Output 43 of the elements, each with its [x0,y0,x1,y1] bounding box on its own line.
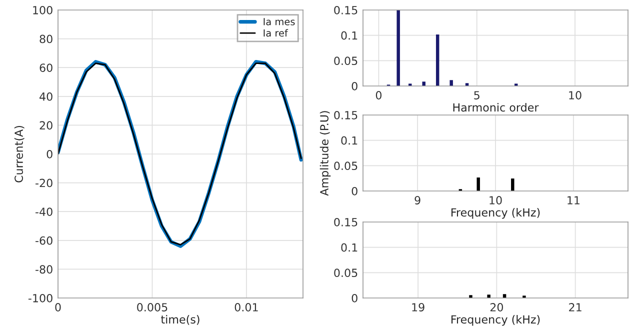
y-tick-label: 0 [352,186,358,196]
y-tick-label: 40 [40,92,52,101]
y-tick-label: -60 [36,236,52,245]
y-tick-label: 0.1 [341,136,358,145]
x-axis-title: time(s) [161,315,200,325]
x-tick-label: 9 [414,196,420,204]
x-axis-title: Frequency (kHz) [451,315,540,326]
y-tick-label: 0.05 [334,268,358,278]
y-tick-label: 100 [33,6,52,14]
x-tick-label: 0 [55,303,61,312]
y-tick-label: 0.15 [334,110,358,120]
y-tick-label: 60 [40,64,52,72]
y-tick-label: -40 [36,208,52,216]
x-axis-title: Frequency (kHz) [451,208,540,219]
y-tick-label: -100 [28,294,52,302]
y-tick-label: 0.05 [334,56,358,66]
legend-label: Ia ref [264,29,288,37]
y-axis-title: Amplitude (P.U) [320,111,331,196]
x-tick-label: 0.01 [234,303,258,312]
legend-label: Ia mes [264,18,295,26]
y-tick-label: 80 [40,34,52,44]
y-tick-label: 0.1 [341,243,358,252]
x-tick-label: 21 [569,303,582,312]
y-tick-label: 0.15 [334,6,358,14]
y-tick-label: 0.05 [334,162,358,170]
x-tick-label: 0.005 [137,303,168,312]
y-tick-label: 0 [352,82,358,90]
y-tick-label: 0 [352,294,358,302]
x-tick-label: 20 [490,303,504,312]
x-axis-title: Harmonic order [453,103,539,112]
y-tick-label: -80 [36,265,52,274]
y-axis-title: Current(A) [14,126,24,182]
x-tick-label: 19 [412,303,424,312]
x-tick-label: 10 [569,91,582,100]
x-tick-label: 5 [474,91,480,100]
y-tick-label: 20 [40,121,52,130]
y-tick-label: 0.1 [341,31,358,40]
y-tick-label: -20 [36,178,52,188]
y-tick-label: 0 [46,150,52,158]
x-tick-label: 11 [568,196,580,204]
x-tick-label: 0 [376,91,382,100]
y-tick-label: 0.15 [334,218,358,226]
x-tick-label: 10 [490,196,502,204]
